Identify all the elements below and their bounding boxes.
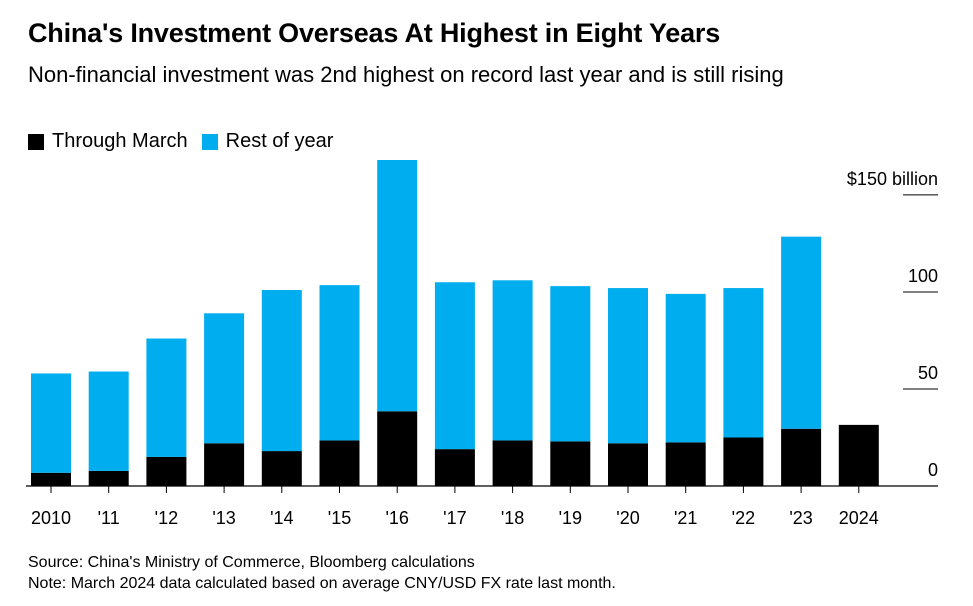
x-tick-label: '12 bbox=[155, 508, 178, 528]
bar-through-march bbox=[319, 440, 360, 486]
x-tick-label: '18 bbox=[501, 508, 524, 528]
x-tick-label: 2024 bbox=[839, 508, 879, 528]
legend: Through March Rest of year bbox=[28, 130, 333, 153]
x-tick-label: '11 bbox=[98, 508, 120, 528]
bar-rest-of-year bbox=[146, 338, 187, 457]
source-note: Source: China's Ministry of Commerce, Bl… bbox=[28, 554, 475, 571]
bar-through-march bbox=[665, 442, 706, 486]
x-tick-label: '16 bbox=[385, 508, 408, 528]
legend-swatch-black bbox=[28, 133, 44, 150]
bar-through-march bbox=[31, 472, 71, 486]
y-tick-label: 0 bbox=[928, 460, 938, 480]
bar-rest-of-year bbox=[261, 290, 302, 452]
bar-rest-of-year bbox=[781, 236, 822, 429]
footnote: Note: March 2024 data calculated based o… bbox=[28, 575, 616, 592]
bar-through-march bbox=[434, 449, 475, 486]
bar-through-march bbox=[377, 411, 418, 486]
bar-through-march bbox=[723, 437, 764, 486]
x-tick-label: '23 bbox=[789, 508, 812, 528]
bar-through-march bbox=[492, 440, 533, 486]
chart-footer: Source: China's Ministry of Commerce, Bl… bbox=[28, 552, 616, 594]
bar-rest-of-year bbox=[377, 160, 418, 412]
legend-item-through-march: Through March bbox=[28, 130, 188, 153]
bar-through-march bbox=[261, 451, 302, 486]
bar-through-march bbox=[88, 470, 129, 486]
bar-through-march bbox=[608, 443, 648, 486]
bar-through-march bbox=[838, 424, 879, 486]
bar-through-march bbox=[204, 443, 245, 486]
legend-swatch-blue bbox=[201, 133, 218, 150]
y-tick-label: 100 bbox=[908, 266, 938, 286]
bar-rest-of-year bbox=[31, 373, 71, 473]
legend-item-rest-of-year: Rest of year bbox=[201, 130, 334, 153]
x-tick-label: '13 bbox=[212, 508, 235, 528]
bar-rest-of-year bbox=[319, 285, 360, 441]
bar-rest-of-year bbox=[88, 371, 129, 471]
bar-through-march bbox=[781, 428, 822, 486]
x-tick-label: '15 bbox=[328, 508, 351, 528]
bar-through-march bbox=[146, 456, 187, 486]
bar-rest-of-year bbox=[204, 313, 245, 444]
bar-rest-of-year bbox=[723, 288, 764, 438]
bar-rest-of-year bbox=[608, 288, 648, 444]
legend-label: Through March bbox=[52, 130, 188, 152]
x-tick-label: '22 bbox=[732, 508, 755, 528]
x-tick-label: '21 bbox=[674, 508, 697, 528]
y-tick-label: $150 billion bbox=[847, 169, 938, 189]
x-tick-label: 2010 bbox=[31, 508, 71, 528]
bar-rest-of-year bbox=[492, 280, 533, 441]
bar-rest-of-year bbox=[550, 286, 591, 442]
chart-subtitle: Non-financial investment was 2nd highest… bbox=[28, 62, 784, 87]
chart-title: China's Investment Overseas At Highest i… bbox=[28, 18, 721, 48]
bar-rest-of-year bbox=[665, 293, 706, 443]
x-tick-label: '14 bbox=[270, 508, 293, 528]
x-tick-label: '20 bbox=[616, 508, 639, 528]
y-tick-label: 50 bbox=[918, 363, 938, 383]
x-tick-label: '17 bbox=[443, 508, 466, 528]
bar-through-march bbox=[550, 441, 591, 486]
x-tick-label: '19 bbox=[559, 508, 582, 528]
bar-rest-of-year bbox=[434, 282, 475, 450]
legend-label: Rest of year bbox=[225, 130, 334, 152]
